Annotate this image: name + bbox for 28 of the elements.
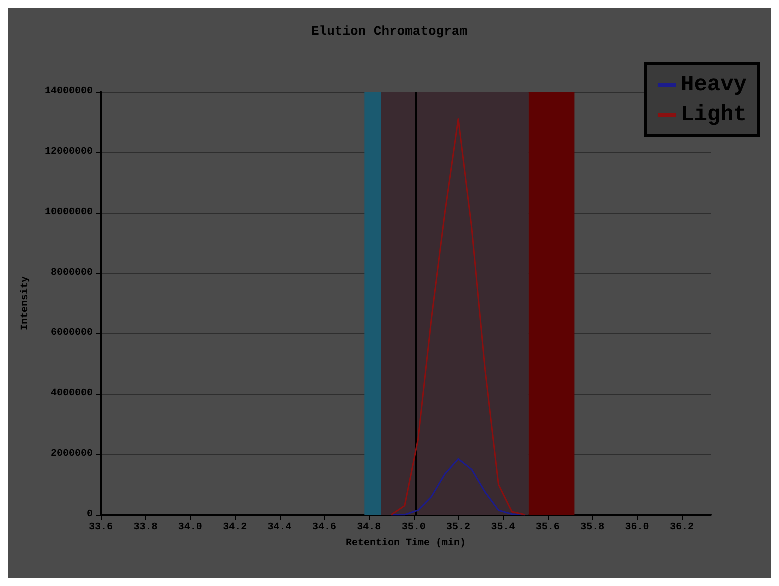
x-axis-title: Retention Time (min) <box>346 538 466 550</box>
x-tick-label: 35.8 <box>580 522 605 534</box>
x-tick-label: 35.2 <box>446 522 471 534</box>
x-tick-label: 35.6 <box>536 522 560 534</box>
y-tick-label: 2000000 <box>50 449 93 460</box>
x-tick-label: 35.0 <box>402 522 426 534</box>
x-tick-label: 36.2 <box>670 522 694 534</box>
x-tick-label: 34.2 <box>223 522 248 534</box>
line-series <box>390 458 526 516</box>
legend-label: Light <box>680 102 748 128</box>
legend-label: Heavy <box>680 72 748 98</box>
x-tick-label: 33.6 <box>88 522 114 534</box>
y-axis-title: Intensity <box>20 276 32 331</box>
chart-title: Elution Chromatogram <box>311 24 468 39</box>
x-tick-label: 34.0 <box>178 522 202 534</box>
y-tick-label: 8000000 <box>50 268 93 279</box>
x-tick-label: 34.6 <box>312 522 336 534</box>
y-tick-label: 12000000 <box>44 146 93 158</box>
y-tick-label: 4000000 <box>50 388 93 400</box>
y-tick-label: 6000000 <box>50 328 93 340</box>
y-tick-label: 10000000 <box>44 207 93 218</box>
y-tick-label: 0 <box>86 510 93 520</box>
x-tick-label: 33.8 <box>134 522 158 534</box>
x-tick-label: 34.4 <box>268 522 292 534</box>
x-tick-label: 35.4 <box>491 522 516 534</box>
y-tick-label: 14000000 <box>44 86 93 98</box>
x-tick-label: 36.0 <box>625 522 650 534</box>
x-tick-label: 34.8 <box>357 522 382 534</box>
